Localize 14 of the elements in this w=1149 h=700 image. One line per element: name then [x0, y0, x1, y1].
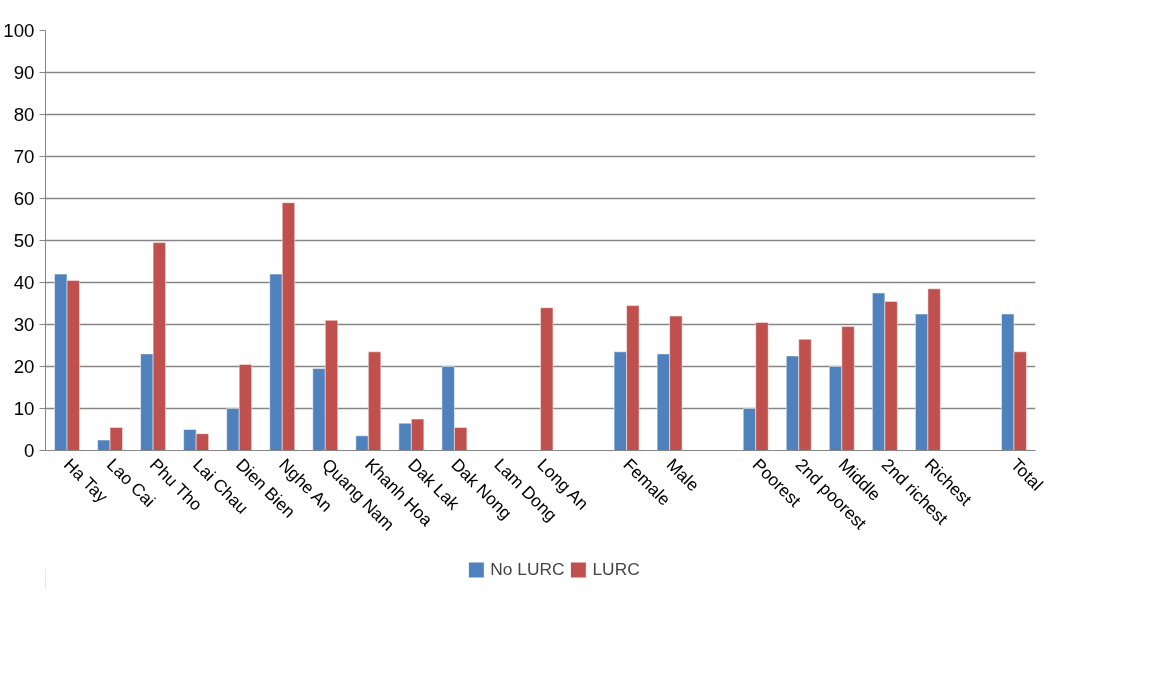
legend-label: No LURC — [490, 558, 565, 580]
y-tick-label: 30 — [13, 314, 35, 335]
y-tick-label: 60 — [13, 188, 35, 209]
y-tick-label: 90 — [13, 62, 35, 83]
y-tick-label: 80 — [13, 104, 35, 125]
y-tick-label: 40 — [13, 272, 35, 293]
y-tick-label: 70 — [13, 146, 35, 167]
bar — [540, 307, 554, 451]
y-tick-label: 10 — [13, 398, 35, 419]
y-tick-label: 100 — [3, 20, 35, 41]
y-tick-label: 50 — [13, 230, 35, 251]
y-tick-label: 20 — [13, 356, 35, 377]
legend-label: LURC — [592, 558, 640, 580]
y-tick-label: 0 — [24, 440, 35, 461]
